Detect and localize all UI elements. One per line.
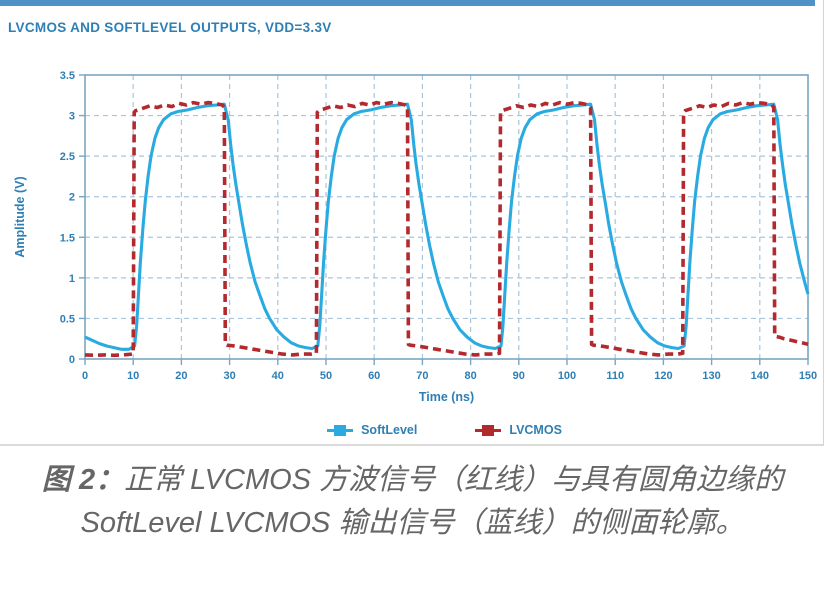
- lvcmos-marker-icon: [475, 424, 502, 436]
- y-tick-label: 2: [69, 192, 75, 204]
- x-tick-label: 80: [464, 370, 476, 382]
- figure-panel: LVCMOS AND SOFTLEVEL OUTPUTS, VDD=3.3V 0…: [0, 0, 824, 446]
- y-tick-label: 3.5: [60, 70, 75, 82]
- softlevel-waveform: [84, 102, 810, 351]
- x-tick-label: 130: [702, 370, 720, 382]
- x-tick-label: 40: [272, 370, 284, 382]
- x-tick-label: 50: [320, 370, 332, 382]
- chart-legend: SoftLevel LVCMOS: [0, 423, 823, 437]
- x-tick-label: 10: [127, 370, 139, 382]
- y-tick-label: 3: [69, 111, 75, 123]
- x-tick-label: 20: [175, 370, 187, 382]
- y-tick-label: 0: [69, 354, 75, 366]
- x-tick-label: 0: [82, 370, 88, 382]
- caption-figure-number: 图 2：: [41, 464, 125, 496]
- x-tick-label: 30: [223, 370, 235, 382]
- legend-label-lvcmos: LVCMOS: [509, 423, 562, 437]
- x-tick-label: 90: [513, 370, 525, 382]
- page: LVCMOS AND SOFTLEVEL OUTPUTS, VDD=3.3V 0…: [0, 0, 824, 545]
- figure-top-accent-bar: [0, 0, 815, 6]
- legend-item-softlevel: SoftLevel: [327, 423, 417, 437]
- x-tick-label: 100: [558, 370, 576, 382]
- y-tick-label: 1.5: [60, 232, 75, 244]
- y-axis-label: Amplitude (V): [13, 176, 27, 257]
- x-tick-label: 70: [416, 370, 428, 382]
- x-tick-label: 140: [751, 370, 769, 382]
- softlevel-marker-icon: [327, 424, 354, 436]
- x-axis-label: Time (ns): [419, 390, 474, 404]
- figure-caption: 图 2：正常 LVCMOS 方波信号（红线）与具有圆角边缘的 SoftLevel…: [39, 459, 787, 545]
- x-tick-label: 60: [368, 370, 380, 382]
- legend-item-lvcmos: LVCMOS: [475, 423, 562, 437]
- legend-label-softlevel: SoftLevel: [361, 423, 418, 437]
- x-tick-label: 120: [654, 370, 672, 382]
- softlevel-square-icon: [334, 424, 347, 436]
- plot-border: [84, 74, 809, 360]
- x-tick-label: 150: [799, 370, 817, 382]
- caption-text: 正常 LVCMOS 方波信号（红线）与具有圆角边缘的 SoftLevel LVC…: [80, 464, 784, 539]
- lvcmos-square-icon: [482, 424, 495, 436]
- x-tick-label: 110: [606, 370, 624, 382]
- y-tick-label: 1: [69, 273, 75, 285]
- lvcmos-waveform: [84, 100, 809, 358]
- chart-title: LVCMOS AND SOFTLEVEL OUTPUTS, VDD=3.3V: [8, 20, 332, 35]
- waveform-chart: 0 10 20 30 40 50 60 70 80 90 100 110 120 130 140 150 0 0.…: [13, 70, 817, 404]
- y-tick-label: 2.5: [60, 151, 75, 163]
- y-tick-label: 0.5: [60, 313, 75, 325]
